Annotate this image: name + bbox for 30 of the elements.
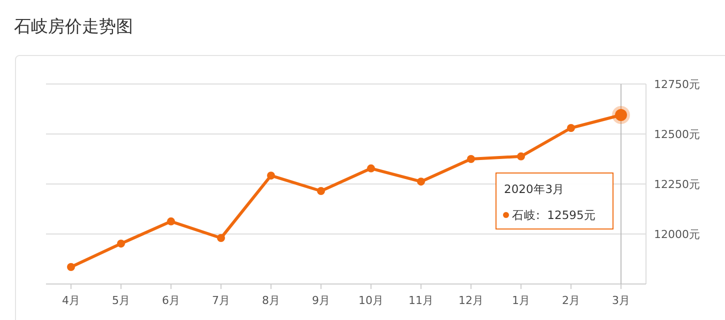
x-tick-label: 7月 <box>212 294 230 307</box>
point <box>167 217 175 226</box>
x-tick-label: 2月 <box>562 294 580 307</box>
x-tick-label: 4月 <box>62 294 80 307</box>
point <box>67 263 75 271</box>
y-tick-label: 12250元 <box>654 178 700 191</box>
point <box>567 124 575 132</box>
y-tick-label: 12500元 <box>654 128 700 141</box>
y-tick-label: 12750元 <box>654 78 700 91</box>
y-tick-label: 12000元 <box>654 228 700 241</box>
point <box>467 155 475 163</box>
point <box>367 164 375 172</box>
x-tick-label: 10月 <box>358 294 384 307</box>
point <box>417 178 425 186</box>
annotation: 石岐: 12595元 <box>512 208 596 222</box>
point <box>217 234 225 242</box>
x-tick-label: 1月 <box>512 294 530 307</box>
x-tick-label: 6月 <box>162 294 180 307</box>
point <box>317 187 325 195</box>
x-tick-label: 9月 <box>312 294 330 307</box>
annotation: 2020年3月 <box>504 182 565 196</box>
x-tick-label: 8月 <box>262 294 280 307</box>
x-tick-label: 12月 <box>458 294 484 307</box>
x-tick-label: 11月 <box>408 294 434 307</box>
point <box>117 240 125 248</box>
x-tick-label: 3月 <box>612 294 630 307</box>
x-tick-label: 5月 <box>112 294 130 307</box>
point <box>267 172 275 180</box>
point <box>517 152 525 160</box>
chart-title: 石岐房价走势图 <box>14 17 133 37</box>
